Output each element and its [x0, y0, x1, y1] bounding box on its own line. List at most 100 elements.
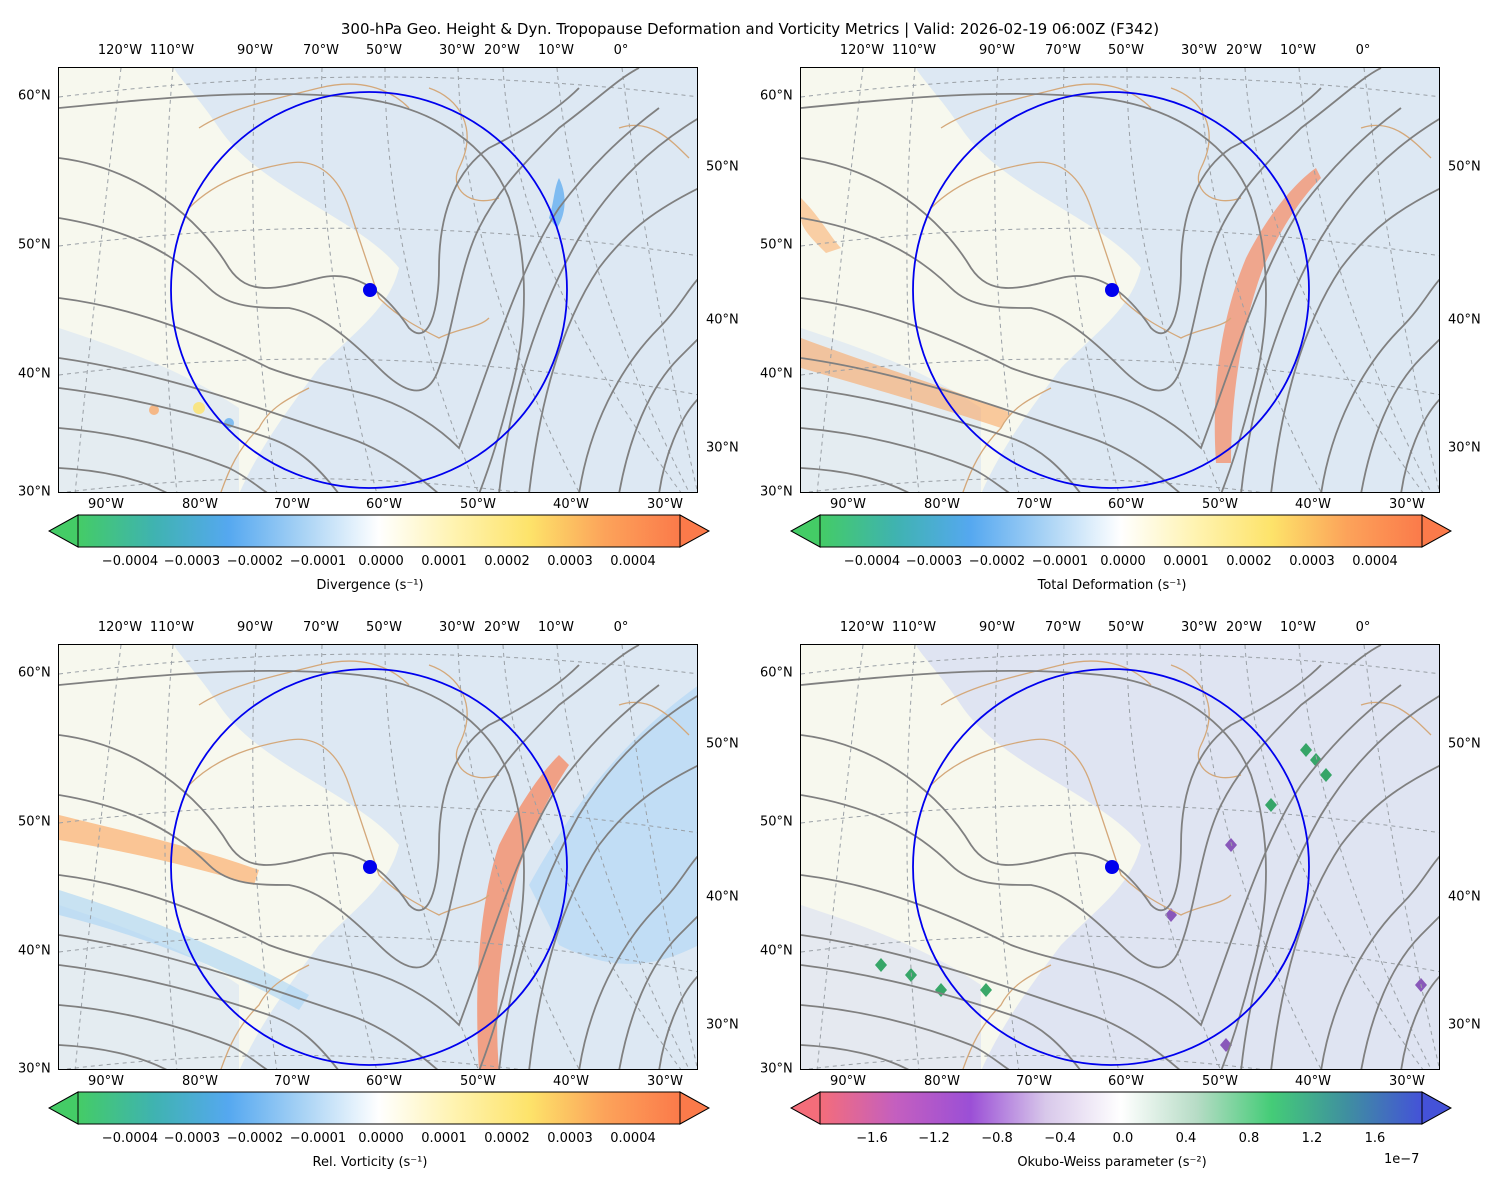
- radius-ring: [912, 91, 1310, 489]
- vorticity-negative-area: [529, 686, 697, 964]
- right-latitude-label: 40°N: [706, 889, 739, 905]
- okubo-weiss-cell: [980, 983, 992, 997]
- okubo-weiss-cell: [1320, 768, 1332, 782]
- right-latitude-label: 30°N: [1448, 1017, 1481, 1033]
- colorbar-body: [77, 1091, 681, 1125]
- top-longitude-label: 120°W: [839, 620, 885, 635]
- top-longitude-label: 50°W: [366, 620, 402, 635]
- height-contour: [618, 915, 697, 1069]
- okubo-weiss-cell: [1300, 743, 1312, 757]
- left-latitude-label: 50°N: [18, 814, 51, 830]
- height-contour: [528, 188, 697, 492]
- left-latitude-label: 50°N: [760, 237, 793, 253]
- map-canvas: [801, 68, 1439, 492]
- left-latitude-label: 40°N: [18, 943, 51, 959]
- colorbar-tick-label: 1.6: [1364, 1131, 1386, 1146]
- bottom-longitude-label: 60°W: [1108, 1074, 1144, 1089]
- bottom-longitude-label: 50°W: [1202, 1074, 1238, 1089]
- height-contour: [1320, 278, 1439, 492]
- height-contour: [801, 964, 1081, 1069]
- top-longitude-label: 20°W: [1226, 43, 1262, 58]
- left-latitude-label: 30°N: [760, 484, 793, 500]
- bottom-longitude-label: 60°W: [366, 1074, 402, 1089]
- coastlines: [188, 660, 690, 1069]
- top-longitude-label: 10°W: [538, 620, 574, 635]
- colorbar-tick-label: −0.0001: [1031, 554, 1089, 569]
- top-longitude-label: 90°W: [237, 43, 273, 58]
- colorbar-tick-label: 0.0004: [610, 1131, 656, 1146]
- top-longitude-label: 30°W: [1181, 620, 1217, 635]
- top-longitude-label: 10°W: [538, 43, 574, 58]
- top-longitude-label: 30°W: [1181, 43, 1217, 58]
- divergence-positive-cell: [149, 405, 159, 415]
- height-contour: [801, 387, 1081, 492]
- height-contours: [59, 68, 697, 492]
- height-contour: [801, 645, 1382, 969]
- deformation-band-nw: [801, 198, 841, 253]
- colorbar-extend-min: [48, 1091, 79, 1125]
- left-latitude-label: 40°N: [18, 366, 51, 382]
- top-longitude-label: 70°W: [303, 43, 339, 58]
- colorbar-tick-label: 0.4: [1175, 1131, 1197, 1146]
- top-longitude-label: 50°W: [1108, 620, 1144, 635]
- colorbar-body: [819, 514, 1423, 548]
- height-contour: [59, 934, 439, 1069]
- colorbar-body: [77, 514, 681, 548]
- right-latitude-label: 30°N: [706, 1017, 739, 1033]
- height-contour: [1360, 915, 1439, 1069]
- right-latitude-label: 40°N: [1448, 312, 1481, 328]
- colorbar-tick-label: −1.2: [918, 1131, 950, 1146]
- bottom-longitude-label: 70°W: [1016, 497, 1052, 512]
- right-latitude-label: 50°N: [706, 736, 739, 752]
- bottom-longitude-label: 40°W: [1295, 1074, 1331, 1089]
- colorbar: [48, 514, 710, 548]
- height-contour: [1400, 398, 1439, 492]
- colorbar-tick-label: −0.0003: [905, 554, 963, 569]
- colorbar-tick-label: 0.0003: [547, 554, 593, 569]
- bottom-longitude-label: 90°W: [88, 1074, 124, 1089]
- height-contour: [658, 398, 697, 492]
- height-contour: [801, 467, 909, 492]
- colorbar-extend-min: [790, 1091, 821, 1125]
- top-longitude-label: 20°W: [1226, 620, 1262, 635]
- left-latitude-label: 50°N: [760, 814, 793, 830]
- height-contour: [801, 669, 1267, 1069]
- top-longitude-label: 70°W: [303, 620, 339, 635]
- height-contour: [59, 107, 660, 450]
- left-latitude-label: 50°N: [18, 237, 51, 253]
- colorbar-gradient: [48, 514, 710, 548]
- bottom-longitude-label: 60°W: [1108, 497, 1144, 512]
- okubo-weiss-cell: [1225, 838, 1237, 852]
- top-longitude-label: 10°W: [1280, 43, 1316, 58]
- colorbar: [48, 1091, 710, 1125]
- colorbar: [790, 514, 1452, 548]
- map-frame: [58, 644, 698, 1070]
- height-contour: [1240, 695, 1439, 1069]
- top-longitude-label: 30°W: [439, 43, 475, 58]
- map-canvas: [801, 645, 1439, 1069]
- colorbar-gradient: [48, 1091, 710, 1125]
- colorbar-tick-label: 0.0004: [1352, 554, 1398, 569]
- bottom-longitude-label: 80°W: [924, 1074, 960, 1089]
- bottom-longitude-label: 40°W: [1295, 497, 1331, 512]
- colorbar-tick-label: −1.6: [856, 1131, 888, 1146]
- right-latitude-label: 40°N: [706, 312, 739, 328]
- panel-okubo-weiss: 120°W 110°W 90°W 70°W 50°W 30°W 20°W 10°W 0° 90°W…: [742, 577, 1482, 1170]
- top-longitude-label: 10°W: [1280, 620, 1316, 635]
- colorbar: [790, 1091, 1452, 1125]
- bottom-longitude-label: 70°W: [274, 497, 310, 512]
- vorticity-band-jet: [477, 755, 569, 1069]
- top-longitude-label: 0°: [613, 620, 629, 635]
- colorbar-tick-label: 0.0001: [421, 554, 467, 569]
- center-marker-icon: [363, 283, 377, 297]
- colorbar-tick-label: 0.0000: [358, 1131, 404, 1146]
- top-longitude-label: 20°W: [484, 43, 520, 58]
- colorbar-title: Divergence (s⁻¹): [316, 578, 424, 593]
- top-longitude-label: 50°W: [366, 43, 402, 58]
- top-longitude-label: 90°W: [979, 620, 1015, 635]
- top-longitude-label: 0°: [613, 43, 629, 58]
- height-contour: [59, 664, 580, 912]
- gulf-area: [59, 905, 239, 1069]
- graticule: [801, 645, 1439, 1069]
- graticule: [59, 645, 697, 1069]
